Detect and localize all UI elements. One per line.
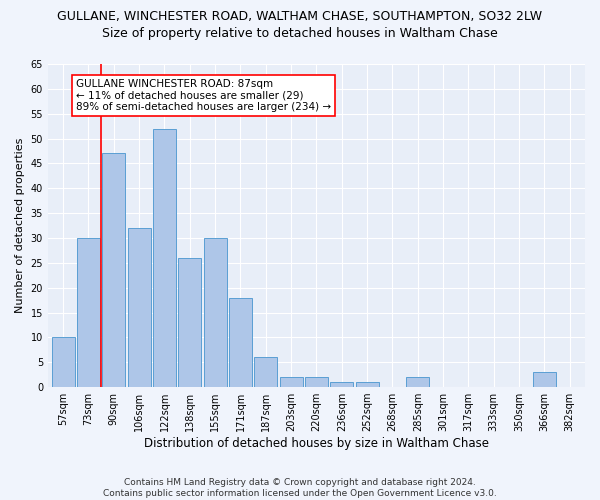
- Bar: [406, 377, 429, 387]
- Bar: [103, 154, 125, 387]
- Text: Size of property relative to detached houses in Waltham Chase: Size of property relative to detached ho…: [102, 28, 498, 40]
- Bar: [254, 358, 277, 387]
- X-axis label: Distribution of detached houses by size in Waltham Chase: Distribution of detached houses by size …: [144, 437, 489, 450]
- Bar: [533, 372, 556, 387]
- Bar: [331, 382, 353, 387]
- Bar: [356, 382, 379, 387]
- Bar: [77, 238, 100, 387]
- Text: Contains HM Land Registry data © Crown copyright and database right 2024.
Contai: Contains HM Land Registry data © Crown c…: [103, 478, 497, 498]
- Bar: [229, 298, 252, 387]
- Bar: [204, 238, 227, 387]
- Bar: [52, 338, 74, 387]
- Y-axis label: Number of detached properties: Number of detached properties: [15, 138, 25, 313]
- Bar: [305, 377, 328, 387]
- Text: GULLANE WINCHESTER ROAD: 87sqm
← 11% of detached houses are smaller (29)
89% of : GULLANE WINCHESTER ROAD: 87sqm ← 11% of …: [76, 79, 331, 112]
- Bar: [280, 377, 302, 387]
- Bar: [178, 258, 201, 387]
- Bar: [128, 228, 151, 387]
- Text: GULLANE, WINCHESTER ROAD, WALTHAM CHASE, SOUTHAMPTON, SO32 2LW: GULLANE, WINCHESTER ROAD, WALTHAM CHASE,…: [58, 10, 542, 23]
- Bar: [153, 128, 176, 387]
